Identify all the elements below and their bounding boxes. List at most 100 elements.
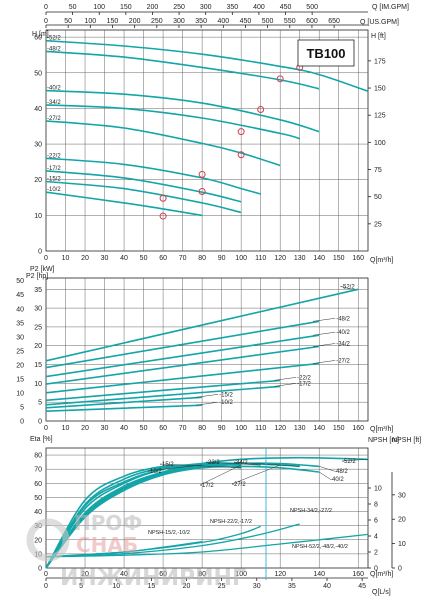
power-x-tick-label: 140	[313, 425, 325, 432]
power-curve-342	[45, 345, 320, 385]
top-axis-1-tick-label: 0	[44, 4, 48, 11]
power-x-tick-label: 10	[62, 425, 70, 432]
efficiency-series-leader	[319, 471, 331, 480]
power-curve-522	[45, 288, 359, 362]
power-hp-tick-label: 30	[16, 334, 24, 341]
head-x-tick-label: 70	[179, 255, 187, 262]
power-chart: 0 10 20 30 40 50 60 70 80 90 100 110 120 130 140 150 160…	[16, 266, 393, 433]
power-x-tick-label: 50	[140, 425, 148, 432]
power-series-label: -40/2	[336, 330, 350, 336]
top-axis-2-tick-label: 650	[328, 18, 340, 25]
head-curve-522	[45, 39, 369, 93]
power-hp-tick-label: 15	[16, 376, 24, 383]
head-curves	[45, 39, 369, 217]
npsh-series-label: NPSH-22/2,-17/2	[210, 519, 252, 525]
power-series-labels: -52/2 -48/2 -40/2 -34/2 -27/2 -22/2-17/2 -15/2…	[196, 284, 355, 406]
top-axis-1-tick-label: 350	[226, 4, 238, 11]
power-hp-tick-label: 10	[16, 390, 24, 397]
head-y-tick-label: 40	[34, 106, 42, 113]
efficiency-series-label: -17/2	[200, 483, 214, 489]
head-chart: 0 10 20 30 40 50 60 70 80 90 100 110 120 130 140 150 160…	[32, 29, 393, 264]
power-x-tick-label: 90	[218, 425, 226, 432]
head-y-tick-label: 10	[34, 213, 42, 220]
power-series-label: -10/2	[219, 400, 233, 406]
top-axis-2-tick-label: 200	[129, 18, 141, 25]
efficiency-series-leader	[233, 461, 300, 467]
efficiency-y-tick-label: 60	[34, 481, 42, 488]
efficiency-series-label: -22/2	[206, 460, 220, 466]
power-series-leader	[313, 331, 336, 336]
head-series-label: -34/2	[47, 100, 61, 106]
head-y-tick-label: 60	[34, 35, 42, 42]
npsh-curve	[45, 523, 300, 558]
top-axis-1-tick-label: 500	[306, 4, 318, 11]
power-kw-tick-label: 35	[34, 287, 42, 294]
head-x-tick-label: 130	[294, 255, 306, 262]
head-x-tick-label: 50	[140, 255, 148, 262]
npsh-m-tick-label: 6	[374, 518, 378, 525]
head-series-label: -40/2	[47, 86, 61, 92]
head-series-label: -52/2	[47, 36, 61, 42]
head-y-tick-label: 30	[34, 142, 42, 149]
efficiency-x-tick-label: 20	[81, 571, 89, 578]
power-x-tick-label: 20	[81, 425, 89, 432]
power-x-tick-label: 30	[101, 425, 109, 432]
head-y2-tick-label: 75	[374, 167, 382, 174]
top-axis-2-tick-label: 50	[64, 18, 72, 25]
top-axis-2-tick-label: 300	[173, 18, 185, 25]
head-x-tick-label: 150	[333, 255, 345, 262]
top-axis-1-tick-label: 450	[280, 4, 292, 11]
power-hp-tick-label: 45	[16, 292, 24, 299]
head-series-label: -17/2	[47, 166, 61, 172]
efficiency-y-tick-label: 50	[34, 495, 42, 502]
efficiency-y-tick-label: 20	[34, 537, 42, 544]
efficiency-series-leader	[199, 464, 242, 486]
power-grid	[45, 278, 368, 422]
watermark-line-1: ПРОФ	[74, 511, 142, 535]
head-x-tick-label: 110	[255, 255, 266, 262]
power-curve-272	[45, 362, 320, 394]
head-x-label: Q[m³/h]	[370, 257, 393, 264]
head-y2-tick-label: 150	[374, 86, 386, 93]
head-marked-points	[159, 63, 304, 220]
npsh-ft-tick-label: 0	[398, 566, 402, 573]
power-series-leader	[313, 343, 336, 347]
power-y-label-hp: P2 [hp]	[26, 273, 48, 280]
power-series-label: -27/2	[336, 358, 350, 364]
efficiency-series-label: -52/2	[342, 459, 356, 465]
power-x-tick-label: 120	[274, 425, 286, 432]
efficiency-series-leader	[319, 466, 335, 472]
head-x-tick-label: 140	[313, 255, 325, 262]
efficiency-x-tick-label: 60	[159, 571, 167, 578]
power-hp-tick-label: 0	[20, 419, 24, 426]
head-x-tick-label: 60	[159, 255, 167, 262]
npsh-series-label: NPSH-15/2,-10/2	[148, 530, 190, 536]
head-marked-point	[198, 170, 206, 178]
head-x-tick-label: 80	[198, 255, 206, 262]
power-x-tick-label: 130	[294, 425, 306, 432]
npsh-ft-tick-label: 10	[398, 541, 406, 548]
head-x-tick-label: 40	[120, 255, 128, 262]
npsh-m-tick-label: 10	[374, 486, 382, 493]
watermark-ring-icon	[26, 518, 70, 562]
npsh-curves	[45, 523, 369, 558]
efficiency-y-tick-label: 0	[38, 566, 42, 573]
head-ticks: 0 10 20 30 40 50 60 70 80 90 100 110 120 130 140 150 160…	[34, 35, 386, 262]
efficiency-x2-tick-label: 5	[79, 583, 83, 590]
top-axis-2-label: Q [US.GPM]	[360, 19, 399, 26]
power-series-label: -48/2	[336, 316, 350, 322]
efficiency-series-leader	[159, 463, 242, 469]
power-hp-tick-label: 5	[20, 404, 24, 411]
power-x-tick-label: 150	[333, 425, 345, 432]
watermark-line-2: СНАБ	[76, 533, 138, 557]
power-curve-482	[45, 320, 320, 369]
npsh-m-tick-label: 2	[374, 550, 378, 557]
efficiency-series-label: -40/2	[330, 477, 344, 483]
efficiency-series-leader	[205, 461, 261, 466]
head-series-label: -15/2	[47, 176, 61, 182]
power-series-leader	[274, 377, 297, 381]
efficiency-x2-tick-label: 15	[147, 583, 155, 590]
power-curve-222	[45, 379, 281, 402]
